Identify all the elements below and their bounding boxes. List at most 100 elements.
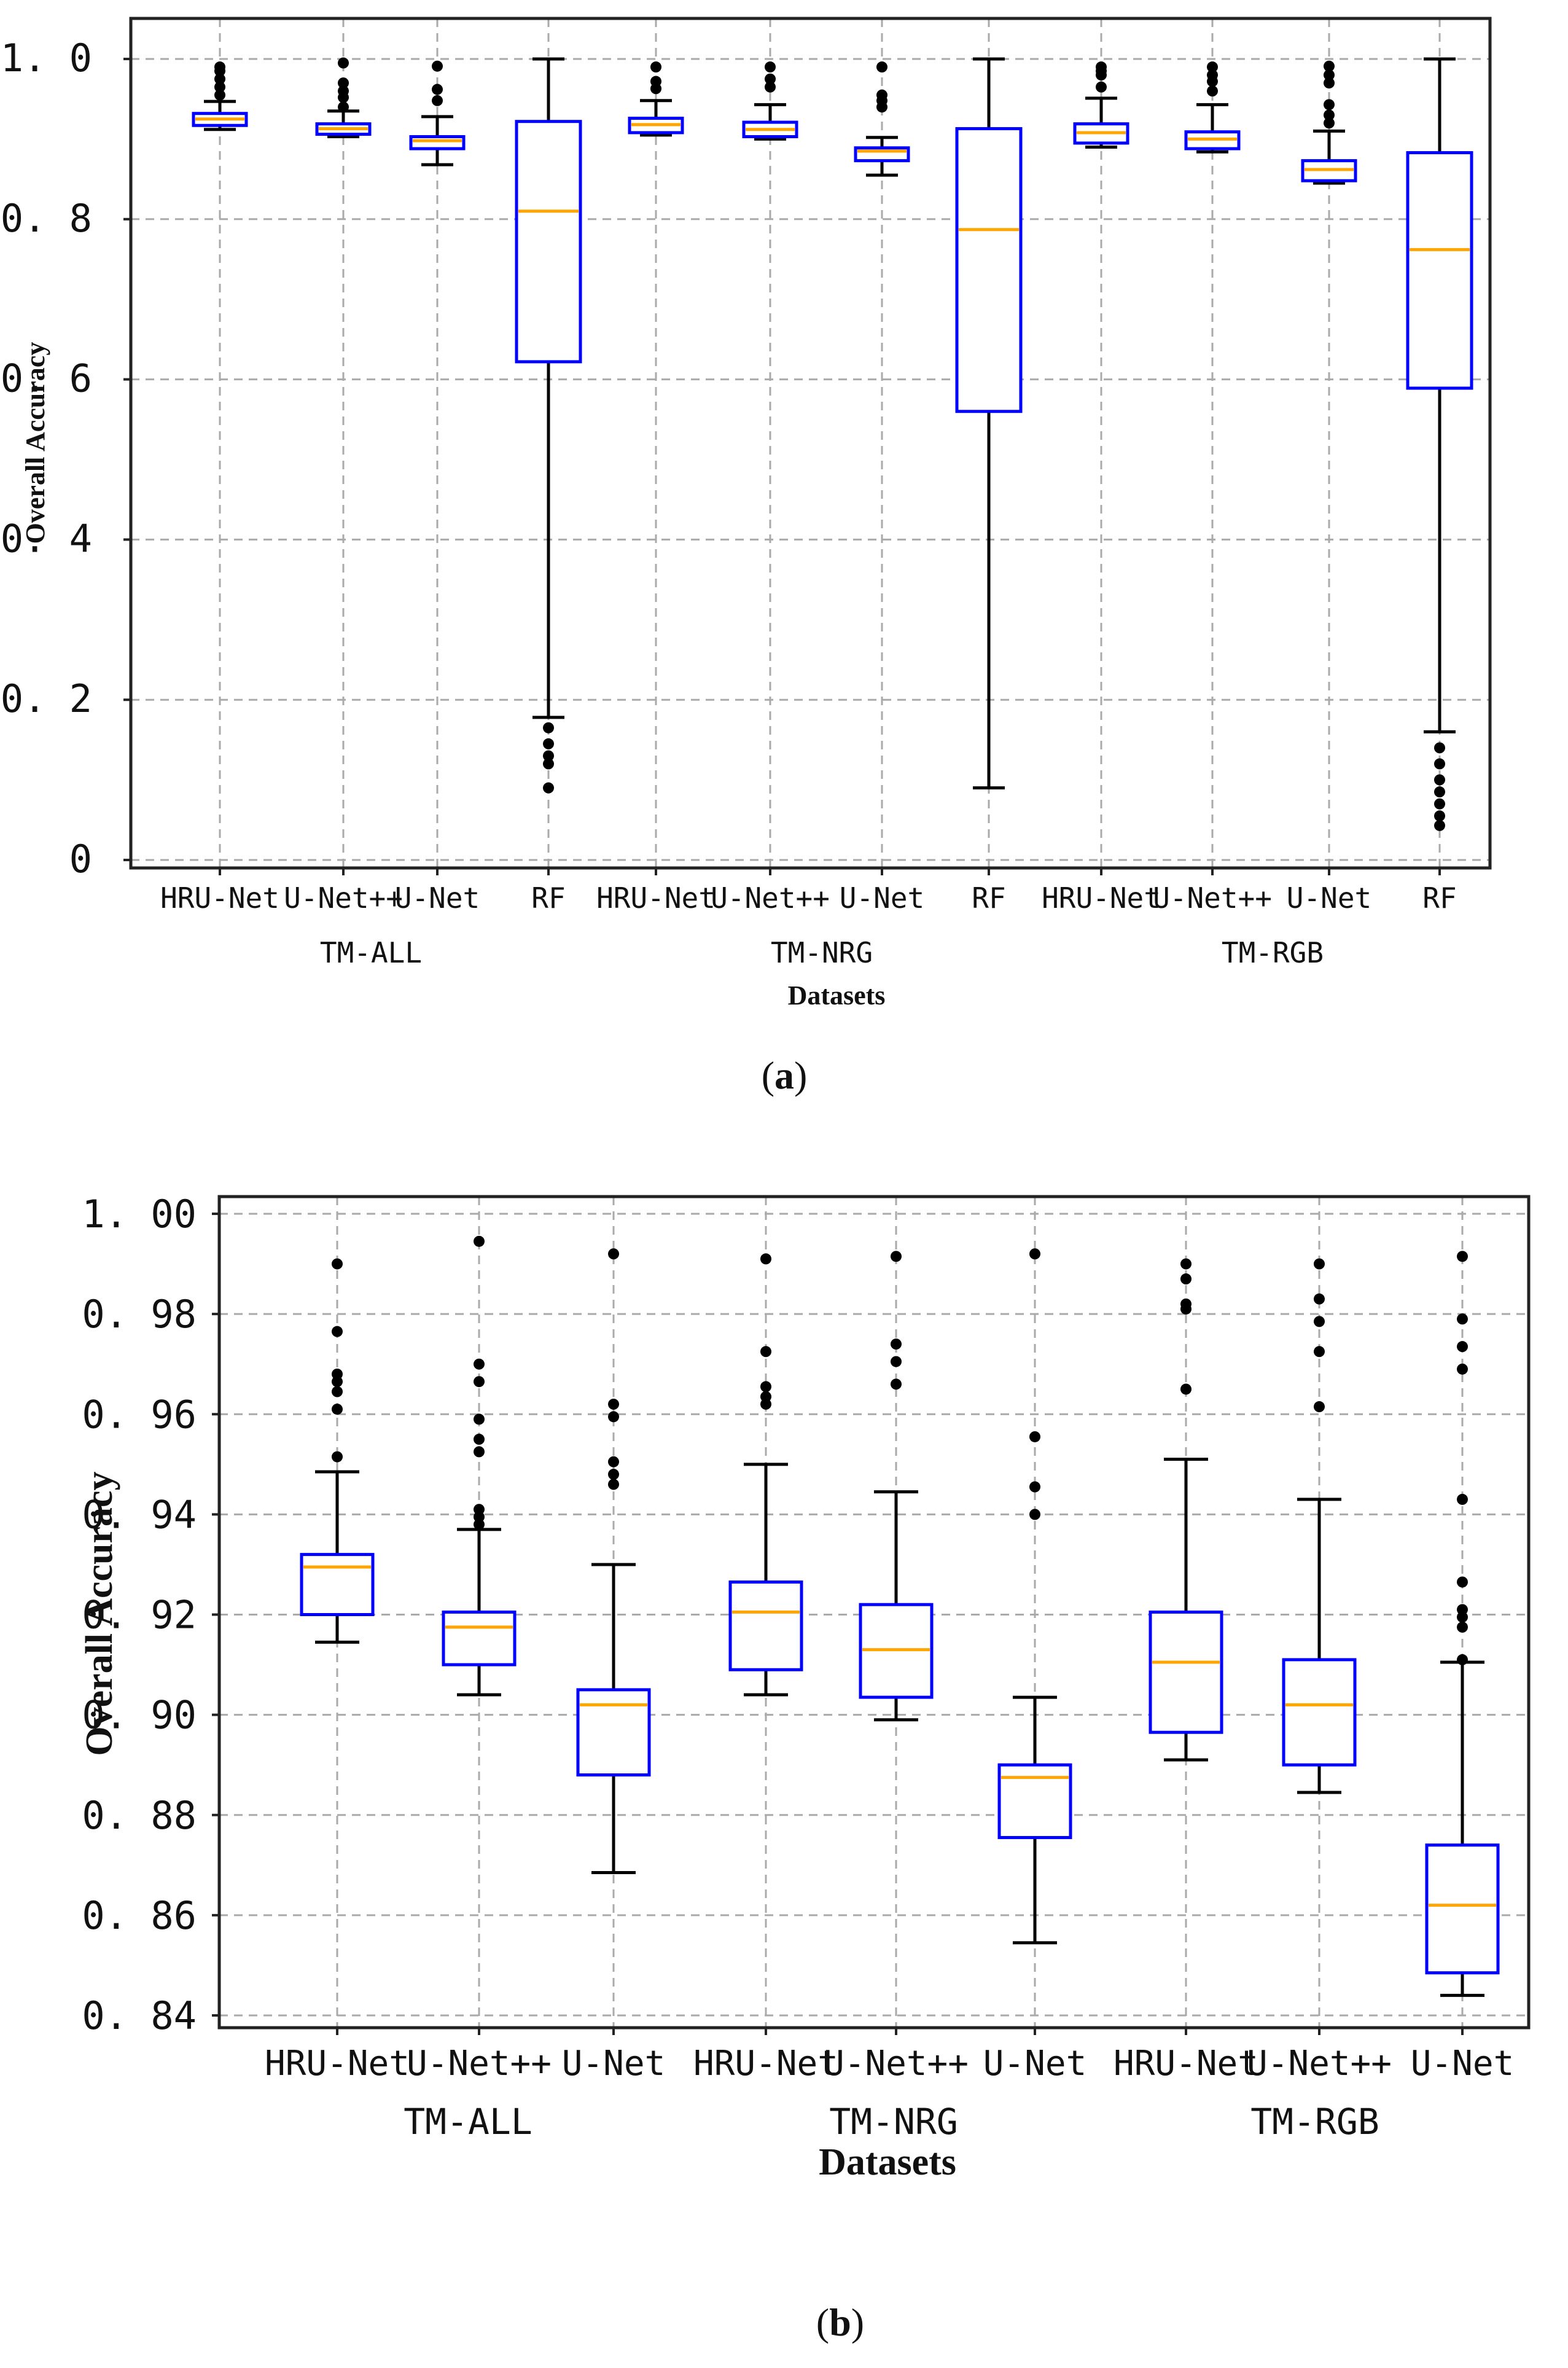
box-outlier	[338, 101, 349, 113]
box-outlier	[1096, 61, 1107, 73]
box-outlier	[765, 81, 776, 93]
box-outlier	[1180, 1273, 1192, 1285]
box-outlier	[1457, 1341, 1468, 1353]
panel-a-plot-frame	[129, 17, 1492, 870]
box-outlier	[765, 61, 776, 73]
panel-a-y-axis-title: Overall Accuracy	[20, 342, 50, 544]
box-outlier	[1180, 1383, 1192, 1395]
box-outlier	[1314, 1258, 1325, 1270]
box-outlier	[650, 61, 661, 73]
panel-a-gridlines	[131, 18, 1490, 868]
box-outlier	[214, 61, 225, 73]
x-tick-label: HRU-Net	[1042, 881, 1161, 915]
box-outlier	[891, 1378, 902, 1390]
box-outlier	[1314, 1401, 1325, 1413]
box-iqr	[442, 1610, 517, 1667]
box-outlier	[338, 57, 349, 69]
box-iqr	[997, 1763, 1072, 1839]
box-outlier	[474, 1446, 485, 1458]
box-iqr	[728, 1580, 803, 1671]
box-outlier	[876, 61, 887, 73]
box-outlier	[332, 1258, 343, 1270]
panel-a-chart: 1. 00. 80. 60. 40. 20 HRU-Net U-Net++U-Ne…	[1, 17, 1492, 1097]
box-outlier	[332, 1326, 343, 1337]
box-iqr	[576, 1688, 651, 1776]
box-outlier	[765, 73, 776, 85]
box-outlier	[1180, 1258, 1192, 1270]
box-outlier	[1314, 1346, 1325, 1358]
box-iqr	[1406, 151, 1473, 390]
group-label: TM-NRG	[771, 936, 873, 969]
panel-b-boxplots	[300, 1235, 1500, 1997]
box-outlier	[1029, 1431, 1040, 1442]
box-outlier	[891, 1251, 902, 1262]
group-label: TM-RGB	[1222, 936, 1324, 969]
box-outlier	[1029, 1509, 1040, 1520]
box-outlier	[214, 81, 225, 93]
box-outlier	[1457, 1313, 1468, 1325]
box-outlier	[760, 1391, 771, 1402]
box-outlier	[474, 1358, 485, 1370]
box-outlier	[1324, 109, 1335, 121]
y-tick-label: 0. 90	[82, 1693, 197, 1738]
y-tick-label: 1. 00	[82, 1192, 197, 1237]
y-tick-label: 0. 88	[82, 1793, 197, 1838]
box-outlier	[1457, 1493, 1468, 1505]
box-outlier	[543, 722, 554, 733]
panel-a-group-labels: TM-ALL TM-NRG TM-RGB	[320, 936, 1324, 969]
box-outlier	[1029, 1481, 1040, 1493]
y-tick-label: 0. 8	[1, 196, 92, 241]
box-outlier	[474, 1235, 485, 1247]
box-outlier	[891, 1338, 902, 1350]
y-tick-label: 0. 94	[82, 1492, 197, 1537]
x-tick-label: U-Net	[840, 881, 924, 915]
panel-a-boxplots	[192, 57, 1473, 831]
x-tick-label: HRU-Net	[693, 2044, 838, 2084]
box-outlier	[432, 60, 443, 72]
y-tick-label: 0. 92	[82, 1593, 197, 1638]
y-tick-label: 0. 2	[1, 676, 92, 721]
x-tick-label: U-Net++	[1247, 2044, 1392, 2084]
x-tick-label: U-Net	[1411, 2044, 1515, 2084]
y-tick-label: 0. 98	[82, 1292, 197, 1337]
box-outlier	[760, 1253, 771, 1265]
box-outlier	[432, 84, 443, 95]
box-outlier	[1457, 1621, 1468, 1633]
box-outlier	[1324, 60, 1335, 72]
y-tick-label: 0. 4	[1, 516, 92, 561]
box-iqr	[1425, 1843, 1500, 1975]
panel-b-plot-frame	[217, 1195, 1531, 2030]
box-outlier	[332, 1451, 343, 1463]
box-outlier	[543, 782, 554, 794]
box-outlier	[1434, 810, 1445, 822]
box-outlier	[1207, 61, 1218, 73]
box-outlier	[1434, 774, 1445, 786]
x-tick-label: U-Net	[395, 881, 480, 915]
group-label: TM-ALL	[320, 936, 422, 969]
box-iqr	[1149, 1610, 1223, 1734]
panel-b-x-axis-title: Datasets	[819, 2141, 956, 2183]
box-outlier	[1457, 1251, 1468, 1262]
box-outlier	[1314, 1293, 1325, 1305]
x-tick-label: U-Net++	[824, 2044, 969, 2084]
x-tick-label: U-Net	[1287, 881, 1371, 915]
box-outlier	[332, 1386, 343, 1397]
y-tick-label: 0	[69, 837, 92, 881]
box-outlier	[332, 1369, 343, 1380]
box-outlier	[332, 1404, 343, 1415]
box-iqr	[515, 120, 582, 364]
panel-a-y-ticks: 1. 0 0. 8 0. 6 0. 4 0. 2 0	[1, 36, 131, 881]
box-outlier	[1457, 1363, 1468, 1375]
panel-b-y-ticks: 1. 00 0. 98 0. 96 0. 94 0. 92 0. 90 0. 88 0. 86…	[82, 1192, 219, 2038]
box-outlier	[1457, 1576, 1468, 1588]
box-outlier	[1207, 85, 1218, 97]
box-outlier	[338, 77, 349, 89]
box-outlier	[1207, 69, 1218, 81]
box-outlier	[474, 1434, 485, 1445]
x-tick-label: U-Net++	[284, 881, 403, 915]
box-outlier	[474, 1413, 485, 1425]
box-outlier	[608, 1456, 619, 1467]
